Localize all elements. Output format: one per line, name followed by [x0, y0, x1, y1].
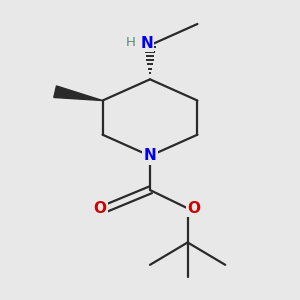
Text: N: N: [140, 36, 153, 51]
Text: N: N: [144, 148, 156, 164]
Polygon shape: [54, 86, 103, 101]
Text: O: O: [93, 201, 106, 216]
Text: O: O: [187, 201, 200, 216]
Text: H: H: [126, 36, 136, 49]
